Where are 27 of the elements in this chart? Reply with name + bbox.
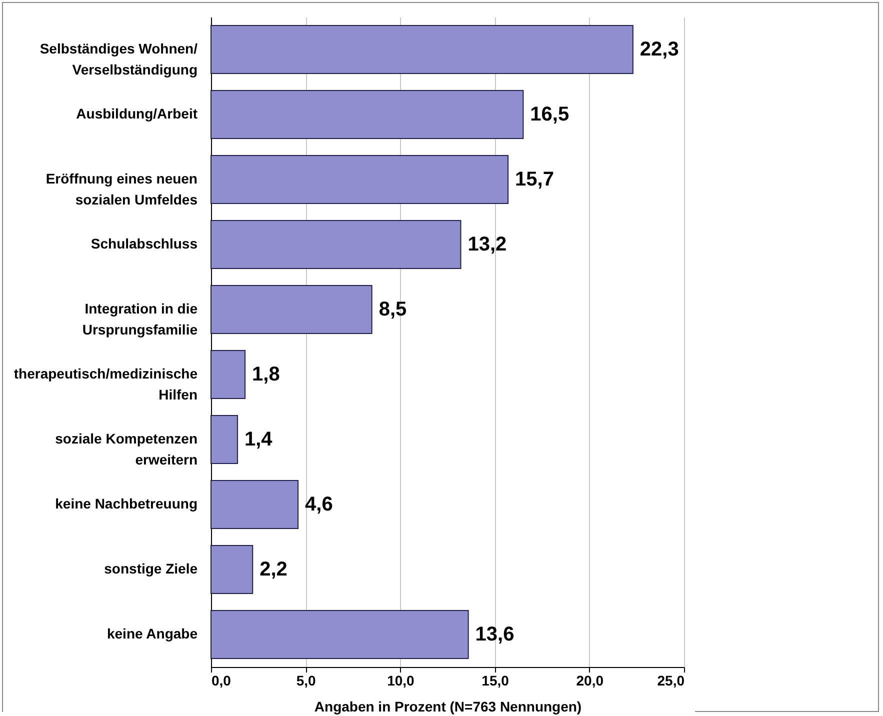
x-tick-label: 25,0 [657,672,685,688]
x-tick-label: 5,0 [296,672,316,688]
x-tick-label: 0,0 [212,672,232,688]
y-tick-label: Eröffnung eines neuen sozialen Umfeldes [46,170,198,208]
data-label: 8,5 [378,298,407,320]
data-label: 22,3 [640,38,679,60]
data-label: 4,6 [305,494,333,516]
y-tick-label: Selbständiges Wohnen/Verselbständigung [40,40,198,78]
data-label: 1,4 [244,428,274,450]
data-label: 2,2 [260,558,288,580]
y-tick-label: soziale Kompetenzen erweitern [55,430,198,468]
x-tick-label: 10,0 [387,672,415,688]
y-tick-label: keine Angabe [106,626,198,642]
y-tick-label: keine Nachbetreuung [55,496,198,512]
data-label: 15,7 [515,168,554,190]
y-tick-label: Integration in die Ursprungsfamilie [82,300,198,338]
data-label: 16,5 [530,104,570,126]
y-tick-label: Ausbildung/Arbeit [76,106,198,122]
y-tick-label: sonstige Ziele [104,560,198,576]
data-label: 13,2 [468,234,507,256]
x-tick-label: 20,0 [576,672,604,688]
data-label: 13,6 [475,624,514,646]
y-tick-label: therapeutisch/medizinische Hilfen [14,366,198,402]
x-axis-title: Angaben in Prozent (N=763 Nennungen) [314,698,582,714]
x-tick-label: 15,0 [482,672,510,688]
data-label: 1,8 [252,364,280,386]
y-tick-label: Schulabschluss [90,236,198,252]
